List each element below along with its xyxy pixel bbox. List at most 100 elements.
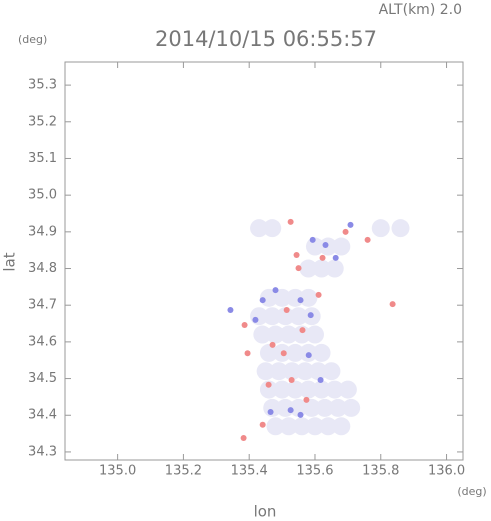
- data-point: [322, 242, 329, 249]
- data-point: [269, 362, 288, 381]
- data-point: [342, 398, 361, 417]
- data-point: [259, 343, 278, 362]
- y-tick-label: 34.3: [28, 444, 57, 459]
- data-point: [302, 398, 321, 417]
- y-tick-label: 35.2: [28, 114, 57, 129]
- data-point: [305, 325, 324, 344]
- x-tick-label: 135.2: [165, 464, 202, 479]
- y-tick-label: 34.7: [28, 298, 57, 313]
- x-unit: (deg): [457, 485, 486, 498]
- data-point: [347, 221, 354, 228]
- x-tick-label: 135.4: [231, 464, 268, 479]
- data-point: [273, 288, 292, 307]
- data-point: [279, 417, 298, 436]
- plot-area: [227, 218, 410, 441]
- data-point: [312, 259, 331, 278]
- data-point: [299, 327, 306, 334]
- data-point: [241, 322, 248, 329]
- data-point: [288, 377, 295, 384]
- data-point: [263, 219, 282, 238]
- data-point: [282, 362, 301, 381]
- data-point: [319, 254, 326, 261]
- data-point: [259, 297, 266, 304]
- data-point: [332, 417, 351, 436]
- data-point: [297, 411, 304, 418]
- data-point: [325, 259, 344, 278]
- data-point: [315, 398, 334, 417]
- data-point: [267, 408, 274, 415]
- data-point: [309, 236, 316, 243]
- data-point: [286, 380, 305, 399]
- data-point: [332, 237, 351, 256]
- x-tick-label: 135.6: [296, 464, 333, 479]
- data-point: [305, 417, 324, 436]
- data-point: [295, 265, 302, 272]
- data-point: [305, 352, 312, 359]
- data-point: [227, 306, 234, 313]
- x-tick-label: 135.0: [99, 464, 136, 479]
- data-point: [287, 407, 294, 414]
- plot-frame: [64, 61, 464, 461]
- data-point: [289, 307, 308, 326]
- data-point: [259, 421, 266, 428]
- y-tick-label: 35.1: [28, 151, 57, 166]
- data-point: [297, 297, 304, 304]
- data-point: [371, 219, 390, 238]
- data-point: [269, 341, 276, 348]
- data-point: [296, 362, 315, 381]
- data-point: [319, 237, 338, 256]
- data-point: [244, 350, 251, 357]
- data-point: [289, 398, 308, 417]
- data-point: [250, 219, 269, 238]
- data-point: [329, 398, 348, 417]
- data-point: [312, 380, 331, 399]
- data-point: [307, 312, 314, 319]
- data-point: [299, 288, 318, 307]
- data-point: [292, 325, 311, 344]
- data-point: [256, 362, 275, 381]
- y-tick-label: 34.6: [28, 334, 57, 349]
- data-point: [293, 251, 300, 258]
- data-point: [389, 301, 396, 308]
- y-tick-label: 34.8: [28, 261, 57, 276]
- data-point: [287, 218, 294, 225]
- data-point: [319, 417, 338, 436]
- data-point: [263, 307, 282, 326]
- y-tick-label: 35.0: [28, 188, 57, 203]
- y-axis-label: lat: [1, 252, 19, 271]
- data-point: [279, 325, 298, 344]
- x-tick-label: 135.8: [362, 464, 399, 479]
- data-point: [342, 228, 349, 235]
- data-point: [276, 307, 295, 326]
- data-point: [305, 237, 324, 256]
- y-tick-label: 34.4: [28, 408, 57, 423]
- data-point: [252, 316, 259, 323]
- data-point: [266, 325, 285, 344]
- altitude-label: ALT(km) 2.0: [379, 2, 462, 18]
- data-point: [315, 291, 322, 298]
- data-point: [265, 381, 272, 388]
- data-point: [325, 380, 344, 399]
- data-point: [338, 380, 357, 399]
- data-point: [299, 380, 318, 399]
- data-point: [280, 350, 287, 357]
- data-point: [391, 219, 410, 238]
- data-point: [317, 377, 324, 384]
- chart-title: 2014/10/15 06:55:57: [155, 27, 377, 51]
- data-point: [272, 287, 279, 294]
- data-point: [332, 254, 339, 261]
- data-point: [259, 380, 278, 399]
- y-tick-label: 35.3: [28, 78, 57, 93]
- data-point: [364, 236, 371, 243]
- y-tick-label: 34.5: [28, 371, 57, 386]
- data-point: [303, 396, 310, 403]
- x-axis-label: lon: [254, 503, 277, 521]
- data-point: [322, 362, 341, 381]
- data-point: [266, 417, 285, 436]
- data-point: [292, 417, 311, 436]
- y-tick-label: 34.9: [28, 224, 57, 239]
- data-point: [273, 380, 292, 399]
- data-point: [299, 259, 318, 278]
- data-point: [253, 325, 272, 344]
